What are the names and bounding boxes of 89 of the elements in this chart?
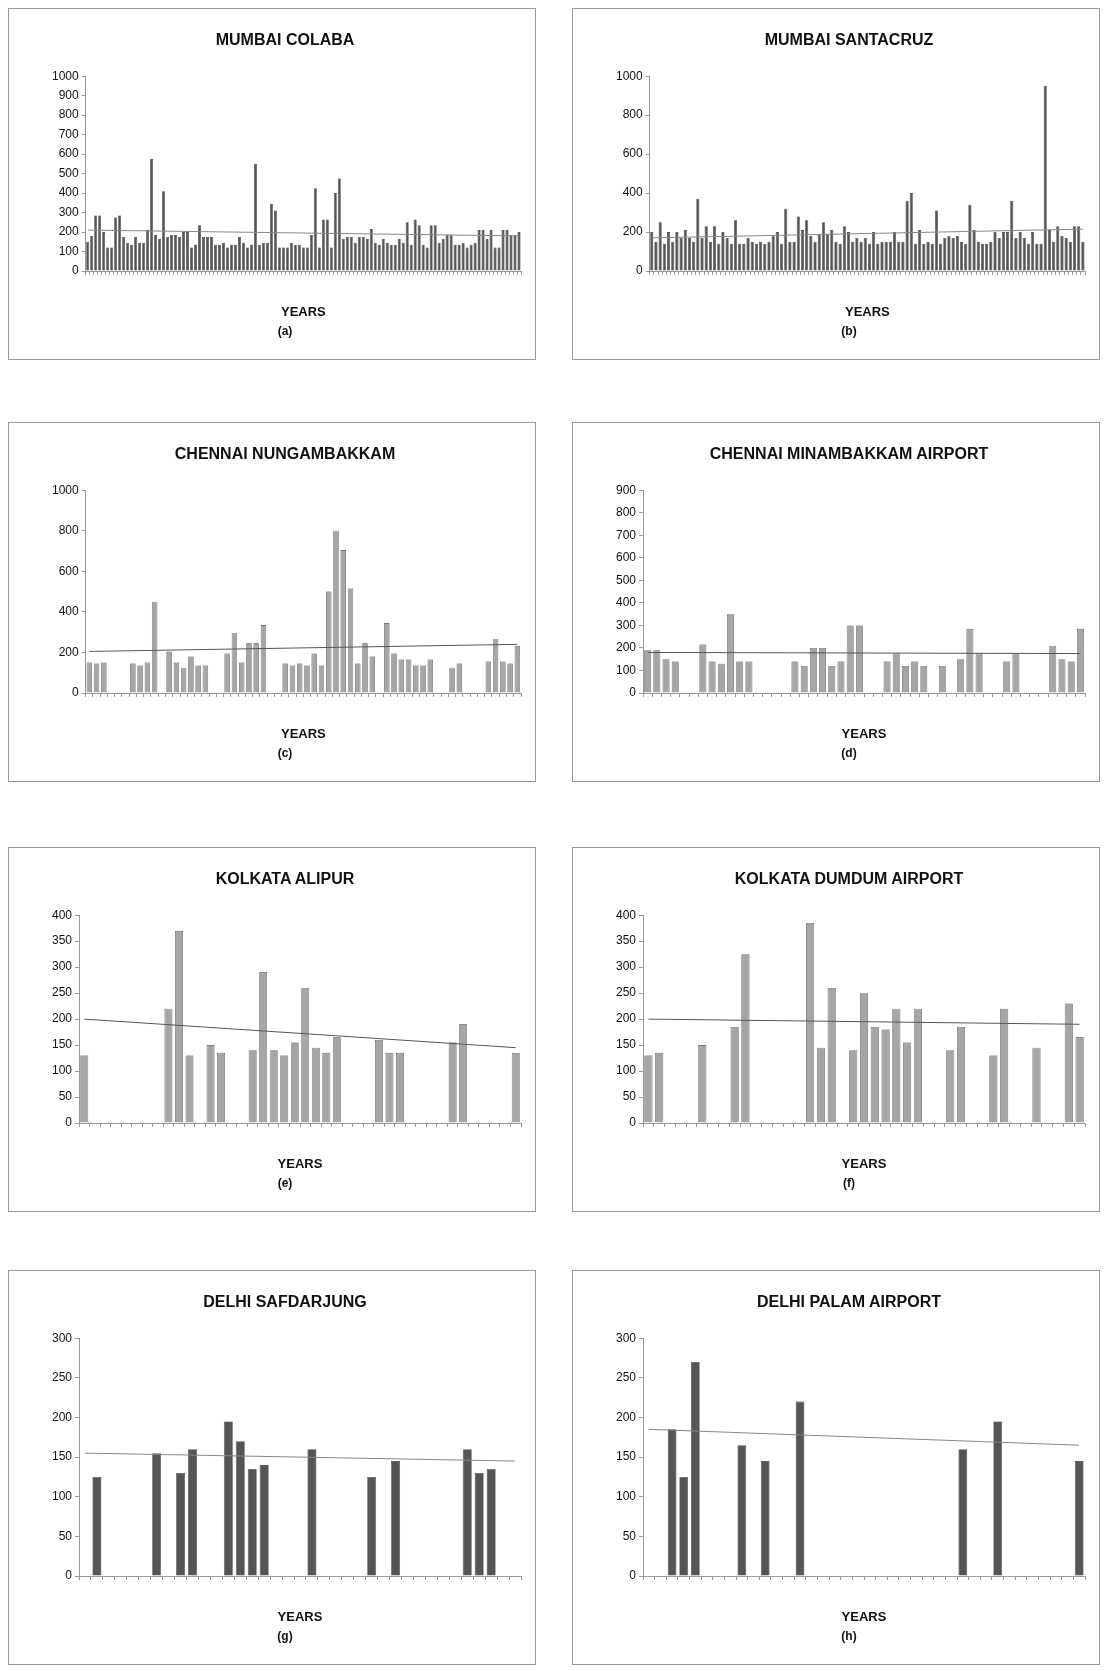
y-tick-label: 100	[615, 1063, 637, 1078]
y-tick-label: 100	[58, 243, 80, 258]
y-tick-label: 250	[615, 985, 637, 1000]
y-tick-label: 350	[51, 933, 73, 948]
x-axis-title: YEARS	[844, 304, 891, 320]
y-tick-label: 50	[58, 1528, 73, 1543]
y-tick-label: 600	[622, 146, 644, 161]
y-tick-label: 150	[615, 1449, 637, 1464]
y-tick-label: 300	[51, 1330, 73, 1345]
x-axis-title: YEARS	[841, 1156, 887, 1172]
y-tick-label: 0	[629, 1568, 637, 1583]
y-tick-label: 1000	[615, 68, 644, 83]
x-axis-title: YEARS	[841, 1609, 887, 1625]
y-tick-label: 250	[51, 1370, 73, 1385]
y-tick-label: 100	[51, 1489, 73, 1504]
y-tick-label: 200	[51, 1011, 73, 1026]
y-tick-label: 600	[58, 563, 80, 578]
y-tick-label: 200	[58, 644, 80, 659]
y-tick-label: 400	[58, 185, 80, 200]
chart-title: KOLKATA DUMDUM AIRPORT	[734, 870, 964, 888]
y-tick-label: 300	[58, 204, 80, 219]
text: (f)	[843, 1176, 855, 1191]
y-tick-label: 300	[615, 617, 637, 632]
chart-title: CHENNAI NUNGAMBAKKAM	[174, 445, 396, 463]
y-tick-label: 150	[615, 1037, 637, 1052]
text: (e)	[277, 1176, 293, 1191]
x-axis-title: YEARS	[280, 304, 327, 320]
y-tick-label: 200	[615, 1011, 637, 1026]
y-tick-label: 250	[51, 985, 73, 1000]
y-tick-label: 400	[622, 185, 644, 200]
y-tick-label: 600	[58, 146, 80, 161]
chart-title: MUMBAI COLABA	[215, 31, 355, 49]
y-tick-label: 0	[72, 685, 80, 700]
y-tick-label: 1000	[51, 482, 80, 497]
text: (d)	[841, 746, 857, 761]
y-tick-label: 350	[615, 933, 637, 948]
y-tick-label: 400	[615, 595, 637, 610]
y-tick-label: 200	[622, 224, 644, 239]
y-tick-label: 0	[65, 1568, 73, 1583]
chart-title: DELHI PALAM AIRPORT	[757, 1293, 942, 1311]
y-tick-label: 700	[615, 527, 637, 542]
chart-title: MUMBAI SANTACRUZ	[764, 31, 934, 49]
y-tick-label: 800	[622, 107, 644, 122]
y-tick-label: 0	[636, 263, 644, 278]
y-tick-label: 250	[615, 1370, 637, 1385]
y-tick-label: 0	[629, 1115, 637, 1130]
text: (b)	[841, 324, 857, 339]
y-tick-label: 0	[72, 263, 80, 278]
y-tick-label: 1000	[51, 68, 80, 83]
x-axis-title: YEARS	[277, 1156, 323, 1172]
chart-title: DELHI SAFDARJUNG	[203, 1293, 367, 1311]
y-tick-label: 400	[51, 907, 73, 922]
y-tick-label: 100	[51, 1063, 73, 1078]
y-tick-label: 200	[51, 1409, 73, 1424]
y-tick-label: 0	[65, 1115, 73, 1130]
y-tick-label: 800	[58, 523, 80, 538]
y-tick-label: 100	[615, 662, 637, 677]
y-tick-label: 700	[58, 126, 80, 141]
y-tick-label: 300	[615, 1330, 637, 1345]
x-axis-title: YEARS	[277, 1609, 323, 1625]
y-tick-label: 300	[51, 959, 73, 974]
y-tick-label: 500	[615, 572, 637, 587]
text: (g)	[277, 1629, 293, 1644]
y-tick-label: 200	[615, 640, 637, 655]
y-tick-label: 150	[51, 1037, 73, 1052]
y-tick-label: 50	[622, 1089, 637, 1104]
x-axis-title: YEARS	[280, 726, 327, 742]
y-tick-label: 100	[615, 1489, 637, 1504]
y-tick-label: 0	[629, 685, 637, 700]
y-tick-label: 400	[58, 604, 80, 619]
x-axis-title: YEARS	[841, 726, 887, 742]
y-tick-label: 600	[615, 550, 637, 565]
y-tick-label: 900	[58, 87, 80, 102]
text: (a)	[277, 324, 293, 339]
y-tick-label: 300	[615, 959, 637, 974]
y-tick-label: 900	[615, 482, 637, 497]
text: (h)	[841, 1629, 857, 1644]
y-tick-label: 800	[58, 107, 80, 122]
chart-title: KOLKATA ALIPUR	[215, 870, 355, 888]
y-tick-label: 500	[58, 165, 80, 180]
y-tick-label: 800	[615, 505, 637, 520]
text: (c)	[277, 746, 293, 761]
y-tick-label: 200	[58, 224, 80, 239]
y-tick-label: 50	[622, 1528, 637, 1543]
chart-title: CHENNAI MINAMBAKKAM AIRPORT	[709, 445, 989, 463]
y-tick-label: 200	[615, 1409, 637, 1424]
y-tick-label: 400	[615, 907, 637, 922]
y-tick-label: 50	[58, 1089, 73, 1104]
y-tick-label: 150	[51, 1449, 73, 1464]
